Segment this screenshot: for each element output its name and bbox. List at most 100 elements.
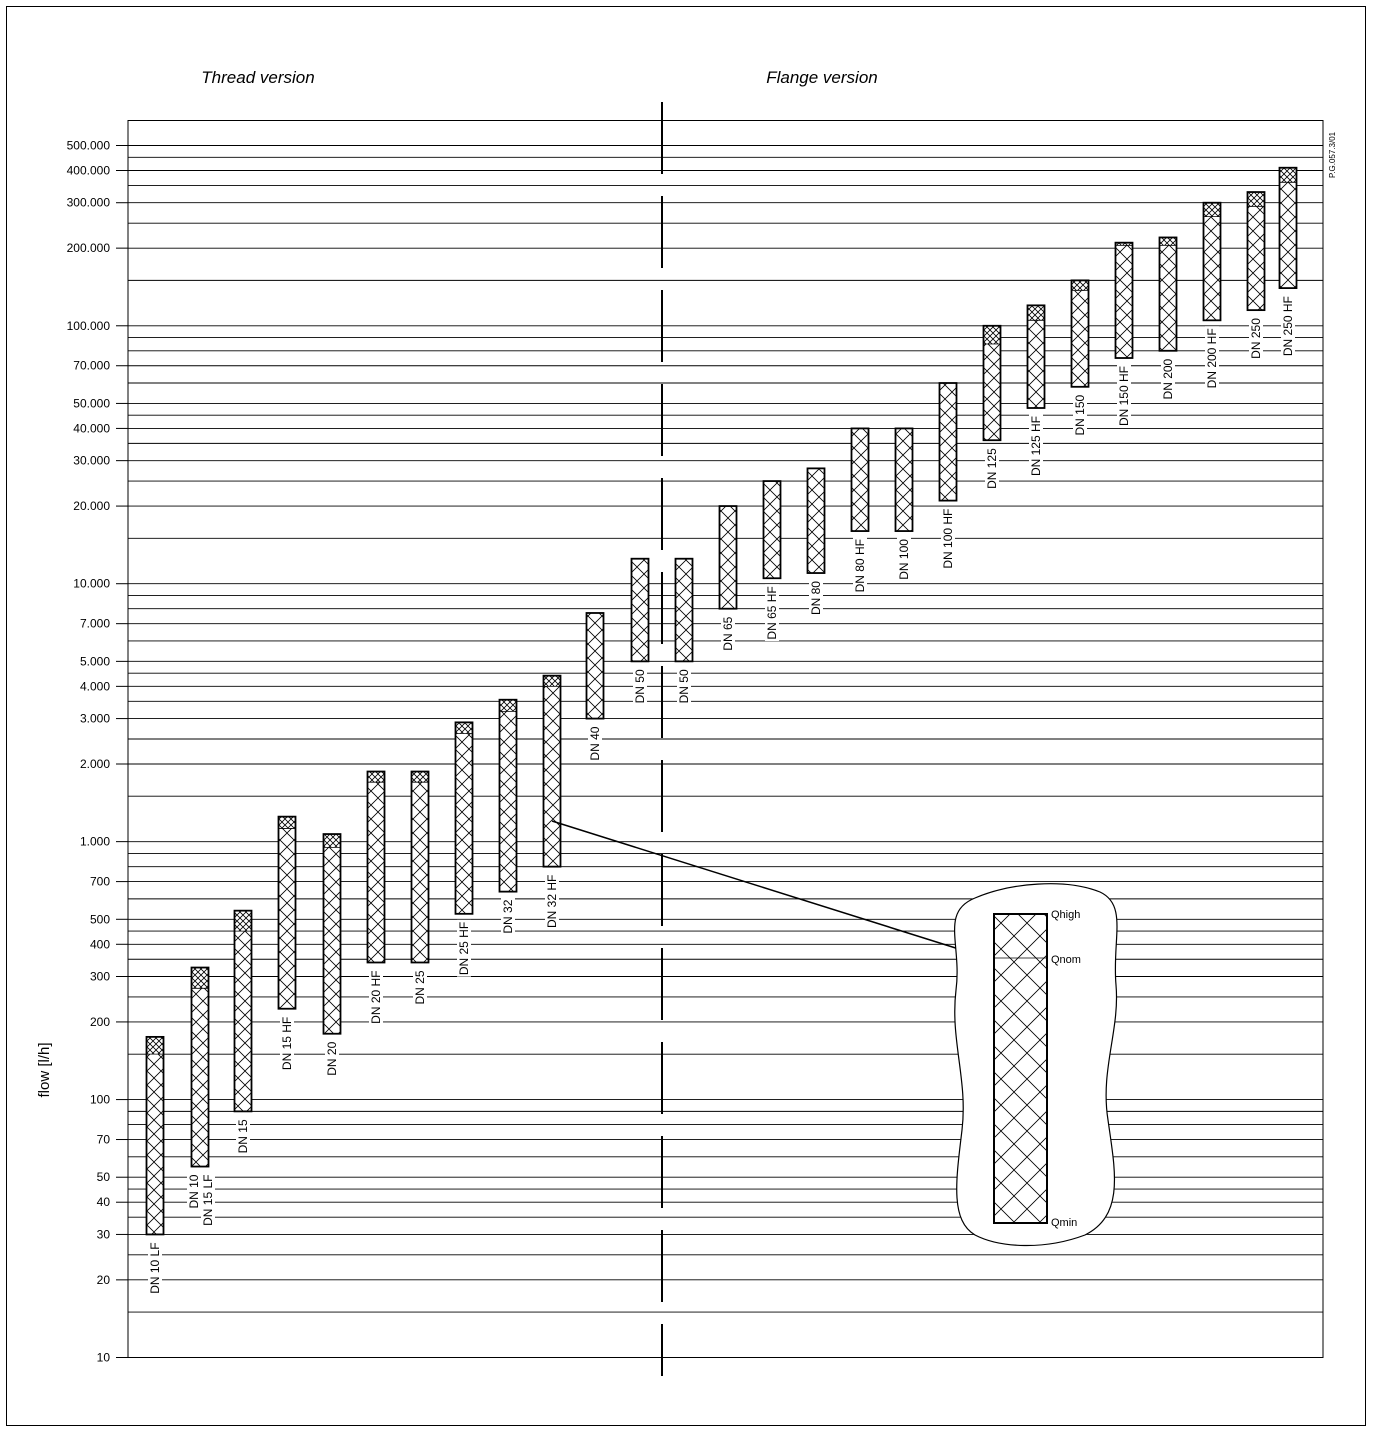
bar-label: DN 100 [897, 539, 911, 580]
y-tick-label: 40 [97, 1195, 111, 1209]
bar-label-bg [897, 537, 911, 581]
bar-dn-125: DN 125 [982, 324, 1002, 490]
bar-label: DN 20 [325, 1041, 339, 1075]
y-tick-label: 4.000 [80, 679, 110, 693]
bar-range-nominal [1071, 290, 1089, 387]
bar-label-bg [1249, 316, 1263, 360]
bar-outline [1114, 241, 1134, 359]
bar-outline [542, 674, 562, 868]
bar-dn-150-hf: DN 150 HF [1114, 241, 1134, 428]
inset-legend: Qhigh Qnom Qmin [551, 820, 1118, 1247]
bar-outline [1026, 304, 1046, 409]
bar-outline [982, 324, 1002, 442]
legend-qhigh: Qhigh [1051, 909, 1080, 921]
bar-range-nominal [543, 686, 561, 867]
bar-dn-65: DN 65 [718, 505, 738, 652]
bar-outline [454, 721, 474, 915]
y-tick-label: 100 [90, 1093, 110, 1107]
bar-label: DN 100 HF [941, 509, 955, 569]
bar-range-nominal [323, 847, 341, 1034]
bar-label-bg [201, 1172, 215, 1230]
bar-dn-100-hf: DN 100 HF [938, 382, 958, 571]
y-tick-label: 10.000 [73, 577, 110, 591]
bar-dn-40: DN 40 [585, 612, 605, 762]
bar-label-bg [457, 919, 471, 977]
legend-qmin: Qmin [1051, 1217, 1077, 1229]
y-tick-label: 70.000 [73, 359, 110, 373]
y-tick-label: 100.000 [67, 319, 111, 333]
bar-outline [762, 480, 782, 580]
bar-outline [585, 612, 605, 720]
bar-label-bg [1029, 414, 1043, 478]
y-axis-label: flow [l/h] [36, 1042, 53, 1097]
bar-dn-125-hf: DN 125 HF [1026, 304, 1046, 478]
y-tick-label: 500.000 [67, 139, 111, 153]
bar-outline [850, 427, 870, 532]
bar-label-bg [501, 897, 515, 935]
figure-code: P.G.057.3/01 [1328, 131, 1337, 178]
legend-bar-main [994, 958, 1047, 1223]
bar-label: DN 200 [1161, 358, 1175, 399]
bar-label: DN 25 HF [457, 922, 471, 975]
section-title-thread: Thread version [201, 68, 314, 87]
bar-label: DN 200 HF [1205, 328, 1219, 388]
bar-label: DN 50 [677, 669, 691, 703]
y-tick-label: 40.000 [73, 421, 110, 435]
bar-outline [498, 698, 518, 893]
bar-range-high [323, 834, 341, 848]
bar-range-nominal [278, 828, 296, 1009]
bar-label-bg [941, 506, 955, 571]
bar-label-bg [236, 1117, 250, 1155]
bar-outline [1202, 201, 1222, 322]
bar-outline [410, 770, 430, 964]
bar-range-nominal [367, 782, 385, 963]
bar-range-high [234, 910, 252, 932]
bar-label: DN 250 [1249, 318, 1263, 359]
bar-label: DN 15 [236, 1119, 250, 1153]
leader-line [551, 820, 963, 951]
legend-bar-top [994, 914, 1047, 958]
bar-range-nominal [1027, 320, 1045, 409]
bar-range-high [367, 771, 385, 783]
bar-dn-200: DN 200 [1158, 236, 1178, 401]
bar-range-nominal [1247, 206, 1265, 311]
bar-label: DN 32 [501, 899, 515, 933]
bar-label: DN 125 [985, 448, 999, 489]
bar-range-high [1071, 280, 1089, 291]
bar-dn-20-hf: DN 20 HF [366, 770, 386, 1026]
bar-dn-150: DN 150 [1070, 279, 1090, 437]
bar-dn-250: DN 250 [1246, 191, 1266, 360]
bar-range-high [146, 1036, 164, 1055]
titles: Thread version Flange version flow [l/h]… [36, 68, 1337, 1098]
y-tick-label: 30.000 [73, 454, 110, 468]
bar-label: DN 150 HF [1117, 366, 1131, 426]
bar-label-bg [187, 1172, 201, 1210]
bar-range-high [411, 771, 429, 783]
y-tick-label: 3.000 [80, 712, 110, 726]
bar-label: DN 65 [721, 616, 735, 650]
bar-label: DN 80 HF [853, 539, 867, 592]
bar-range-high [191, 967, 209, 989]
bar-label: DN 40 [588, 726, 602, 760]
y-tick-label: 400.000 [67, 163, 111, 177]
bar-dn-50: DN 50 [630, 557, 650, 705]
y-tick-label: 2.000 [80, 757, 110, 771]
y-tick-label: 200 [90, 1015, 110, 1029]
y-tick-label: 200.000 [67, 241, 111, 255]
bar-outline [894, 427, 914, 532]
section-title-flange: Flange version [766, 68, 878, 87]
bar-range-high [278, 816, 296, 829]
bar-label-bg [721, 614, 735, 652]
bar-label-bg [280, 1014, 294, 1072]
bar-label-bg [1161, 356, 1175, 401]
bar-outline [806, 467, 826, 574]
legend-qnom: Qnom [1051, 954, 1081, 966]
bar-outline [1246, 191, 1266, 312]
bar-dn-65-hf: DN 65 HF [762, 480, 782, 642]
y-tick-label: 500 [90, 912, 110, 926]
bar-range-nominal [1203, 216, 1221, 321]
bar-dn-25-hf: DN 25 HF [454, 721, 474, 977]
bar-range-nominal [807, 468, 825, 574]
bar-dn-25: DN 25 [410, 770, 430, 1006]
